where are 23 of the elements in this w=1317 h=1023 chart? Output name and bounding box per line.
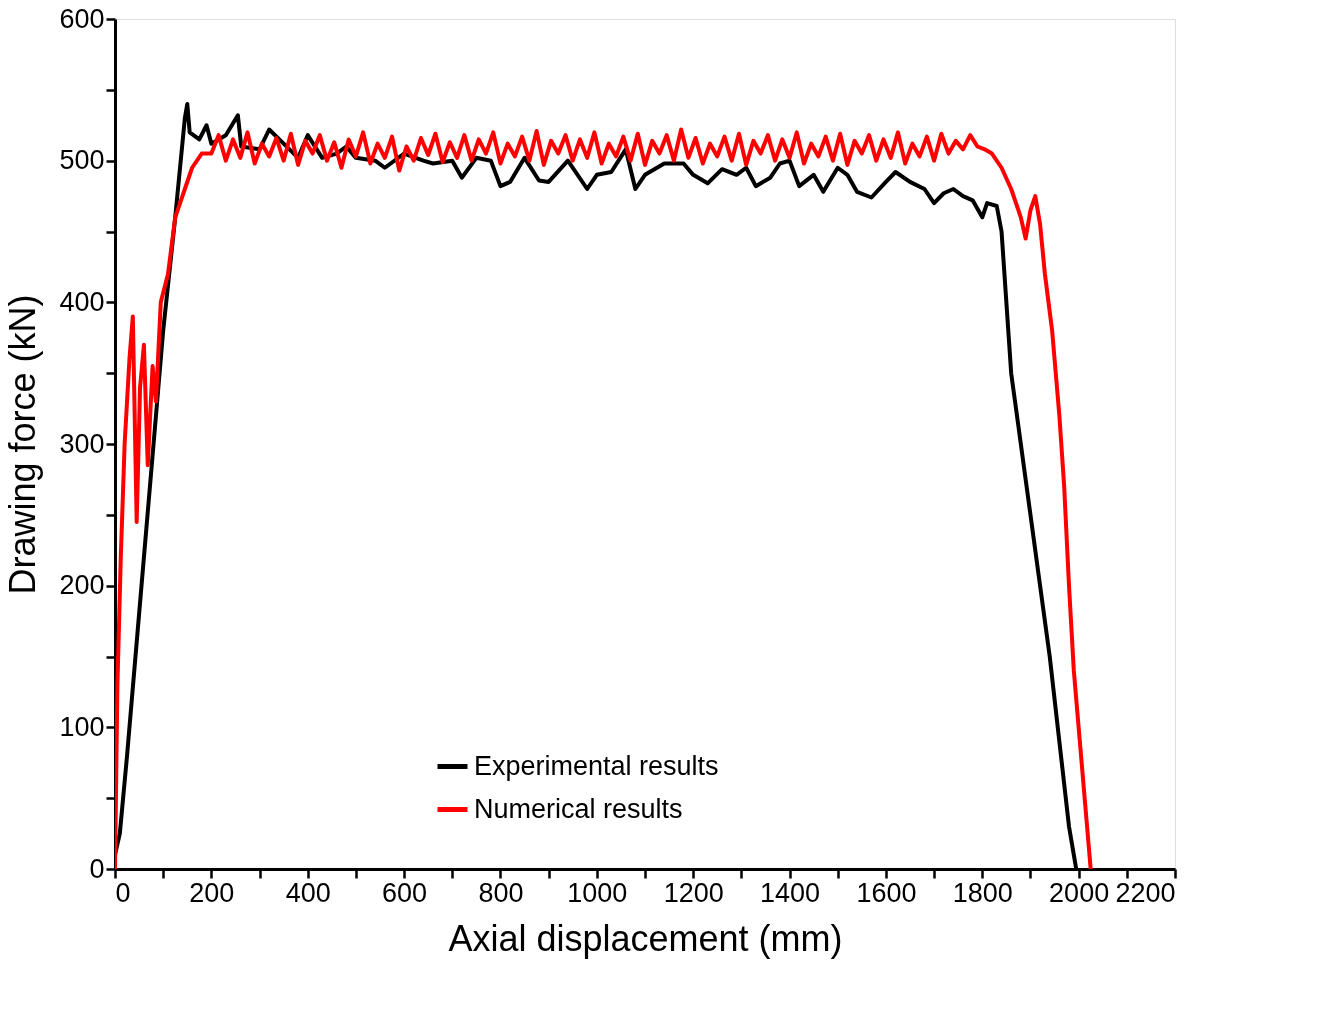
y-tick-label: 300 (59, 428, 105, 459)
x-tick-label: 1600 (856, 877, 917, 908)
x-tick-label: 800 (478, 877, 524, 908)
x-tick-label: 2200 (1115, 877, 1176, 908)
x-tick-label: 2000 (1049, 877, 1110, 908)
legend-label: Experimental results (474, 750, 719, 781)
x-tick-label: 1800 (952, 877, 1013, 908)
y-tick-label: 200 (59, 570, 105, 601)
x-tick-label: 0 (115, 877, 131, 908)
y-axis-title: Drawing force (kN) (2, 294, 44, 595)
y-tick-label: 500 (59, 145, 105, 176)
x-tick-label: 1200 (663, 877, 724, 908)
x-axis-title: Axial displacement (mm) (448, 917, 843, 959)
y-tick-label: 0 (89, 853, 105, 884)
x-tick-label: 600 (382, 877, 428, 908)
x-tick-label: 1000 (567, 877, 628, 908)
y-tick-label: 400 (59, 286, 105, 317)
y-tick-label: 600 (59, 3, 105, 34)
x-tick-label: 200 (189, 877, 235, 908)
x-tick-label: 400 (285, 877, 331, 908)
legend-label: Numerical results (474, 793, 683, 824)
x-tick-label: 1400 (760, 877, 821, 908)
y-tick-label: 100 (59, 711, 105, 742)
